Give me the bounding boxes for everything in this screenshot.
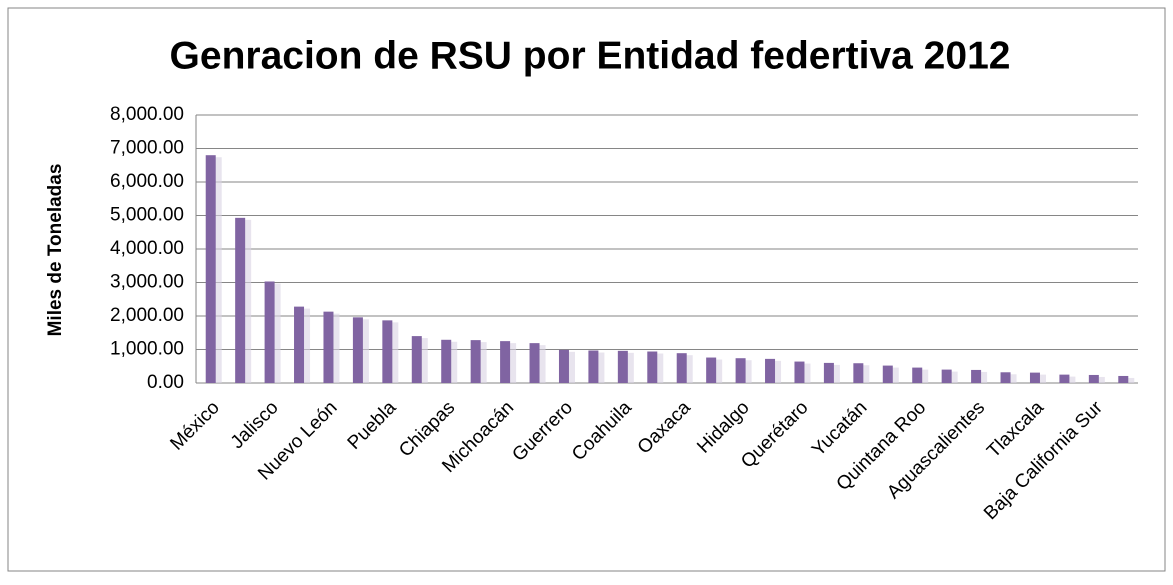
bar	[823, 362, 834, 383]
bar	[323, 311, 334, 383]
bar	[264, 281, 275, 383]
bar	[529, 343, 540, 383]
bar	[647, 351, 658, 383]
y-tick-label: 0.00	[147, 372, 184, 393]
bar	[205, 155, 216, 383]
bar	[706, 357, 717, 383]
bar	[676, 353, 687, 383]
bar	[1000, 372, 1011, 383]
y-tick-label: 2,000.00	[110, 305, 184, 326]
bar	[235, 217, 246, 383]
bar	[470, 340, 481, 383]
bar	[912, 367, 923, 383]
bar	[588, 350, 599, 383]
bar	[971, 369, 982, 383]
bar	[1029, 372, 1040, 383]
y-tick-label: 6,000.00	[110, 171, 184, 192]
chart-title: Genracion de RSU por Entidad federtiva 2…	[170, 34, 1011, 77]
bar	[1088, 374, 1099, 383]
chart-border	[7, 7, 1166, 572]
bar	[1118, 375, 1129, 383]
bar	[441, 339, 452, 383]
bar	[735, 358, 746, 383]
y-axis-label: Miles de Toneladas	[45, 164, 66, 337]
bar	[1059, 374, 1070, 383]
y-tick-label: 8,000.00	[110, 104, 184, 125]
bar	[765, 358, 776, 383]
bar	[617, 350, 628, 383]
bar	[558, 349, 569, 383]
bar	[500, 341, 511, 383]
bar	[382, 320, 393, 383]
y-tick-label: 7,000.00	[110, 138, 184, 159]
y-tick-label: 5,000.00	[110, 205, 184, 226]
bar	[941, 369, 952, 383]
y-tick-label: 3,000.00	[110, 272, 184, 293]
y-tick-label: 4,000.00	[110, 238, 184, 259]
bar	[294, 306, 305, 383]
bar	[352, 317, 363, 383]
bar	[794, 361, 805, 383]
bar	[882, 365, 893, 383]
bar	[411, 336, 422, 383]
bar	[853, 363, 864, 383]
y-tick-label: 1,000.00	[110, 339, 184, 360]
